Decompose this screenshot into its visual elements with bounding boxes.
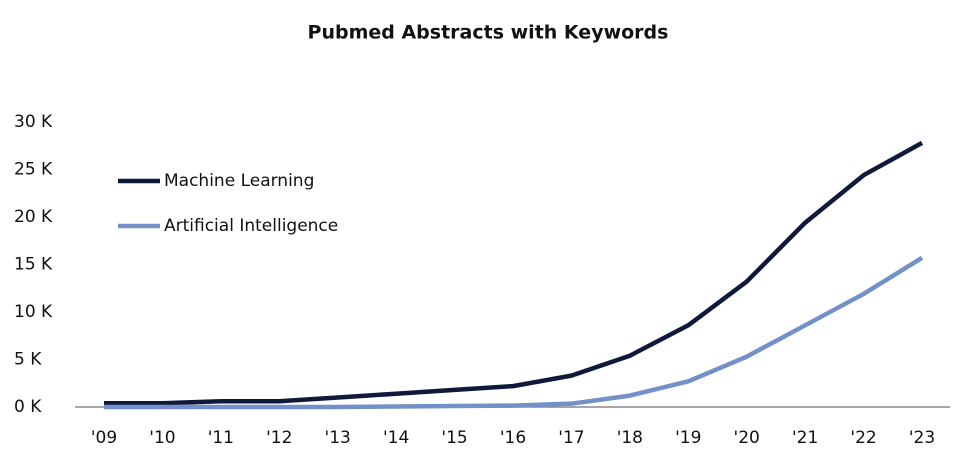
- x-tick-label: '13: [325, 428, 351, 448]
- y-tick-label: 5 K: [14, 350, 42, 370]
- x-tick-label: '09: [91, 428, 117, 448]
- y-tick-label: 10 K: [14, 302, 53, 322]
- y-tick-label: 30 K: [14, 112, 53, 132]
- x-tick-label: '15: [441, 428, 467, 448]
- x-tick-label: '11: [208, 428, 234, 448]
- x-tick-label: '23: [909, 428, 935, 448]
- series-line: [104, 140, 924, 406]
- x-tick-label: '16: [500, 428, 526, 448]
- x-tick-label: '17: [558, 428, 584, 448]
- y-tick-label: 0 K: [14, 397, 42, 417]
- legend-label: Machine Learning: [164, 171, 314, 191]
- x-tick-label: '12: [266, 428, 292, 448]
- x-tick-label: '10: [149, 428, 175, 448]
- x-tick-label: '18: [617, 428, 643, 448]
- x-tick-label: '21: [792, 428, 818, 448]
- x-tick-label: '19: [675, 428, 701, 448]
- chart-title: Pubmed Abstracts with Keywords: [308, 22, 669, 44]
- y-tick-label: 15 K: [14, 255, 53, 275]
- series-line: [104, 255, 924, 410]
- x-tick-label: '14: [383, 428, 409, 448]
- y-tick-label: 20 K: [14, 207, 53, 227]
- legend-label: Artificial Intelligence: [164, 216, 338, 236]
- x-tick-label: '22: [850, 428, 876, 448]
- x-tick-label: '20: [734, 428, 760, 448]
- y-tick-label: 25 K: [14, 160, 53, 180]
